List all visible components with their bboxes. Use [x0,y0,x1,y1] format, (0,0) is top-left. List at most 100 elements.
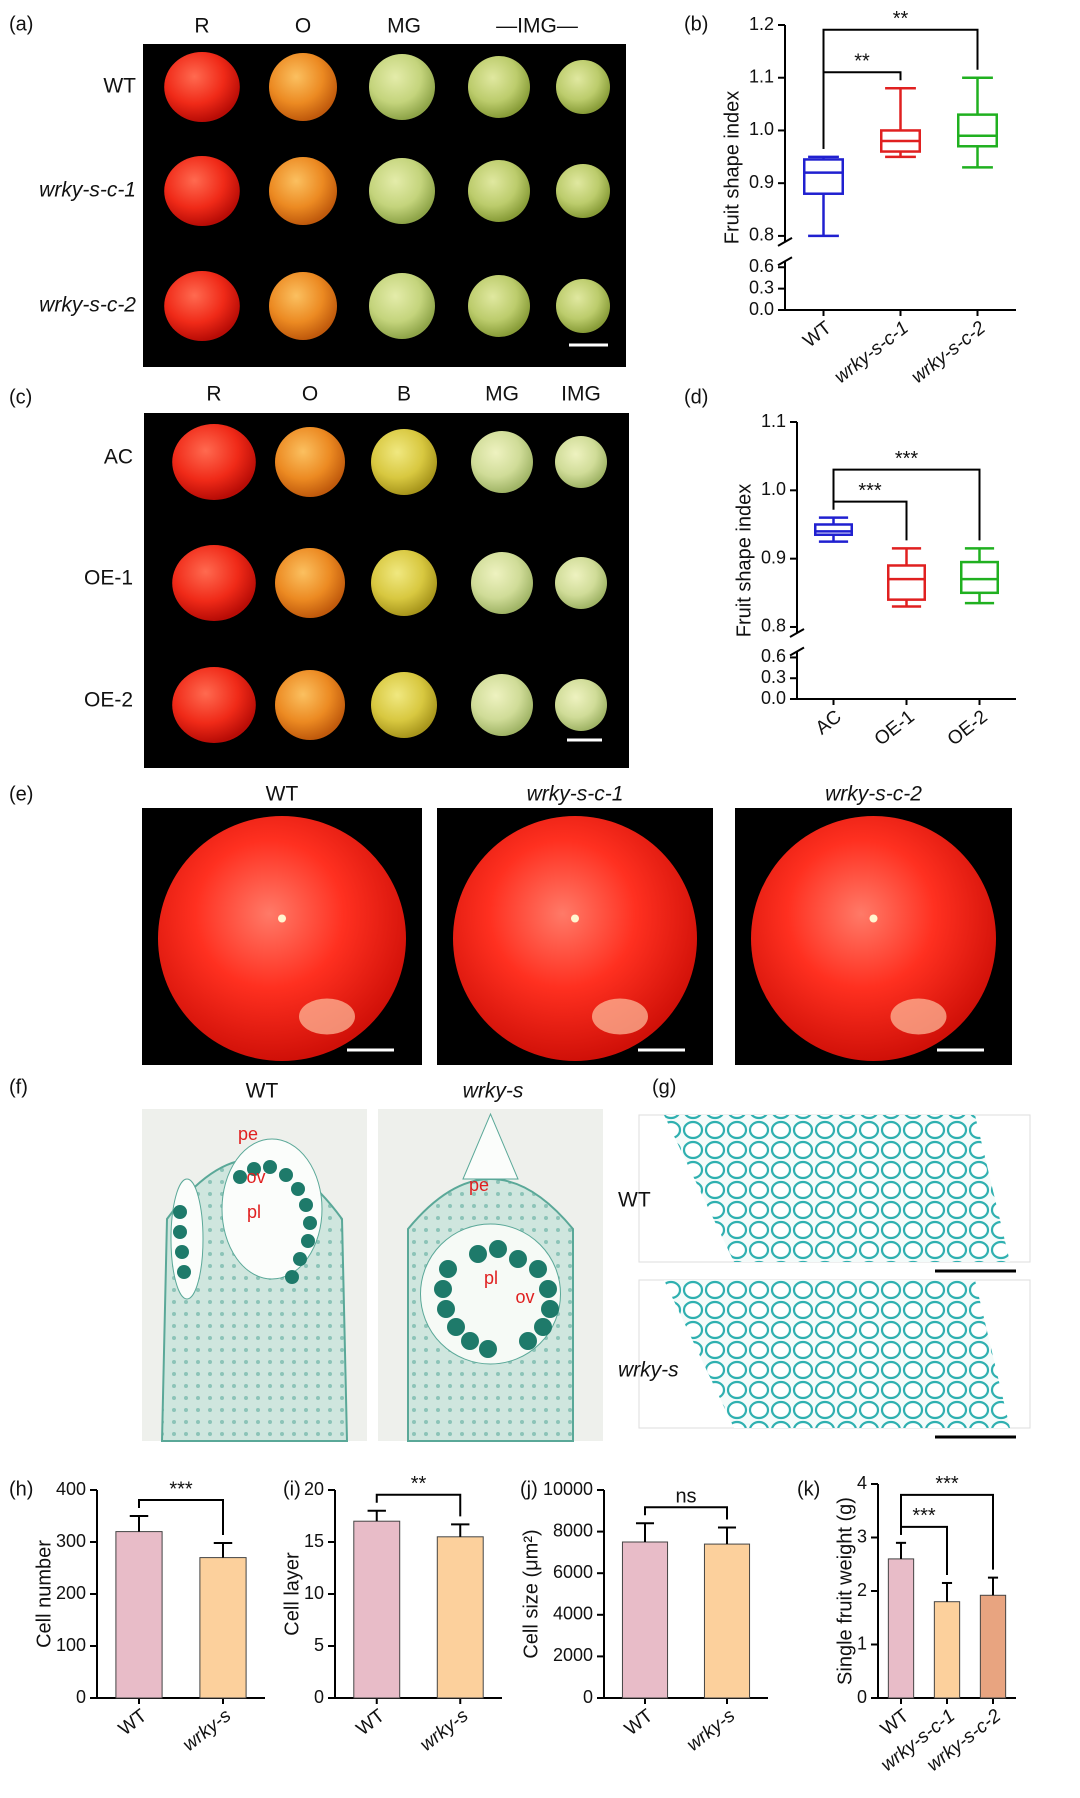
y-tick-label: 2 [857,1580,867,1600]
fruit [172,667,256,743]
column-label: wrky-s-c-1 [527,783,624,806]
row-label: wrky-s-c-1 [39,179,136,202]
y-tick-label: 400 [56,1479,86,1499]
stem-scar [869,914,878,923]
fruit [371,550,437,616]
ovule [299,1198,313,1212]
panel-label: (i) [283,1478,301,1500]
tissue-label: pe [238,1124,258,1144]
style [462,1112,519,1180]
fruit [556,164,610,218]
column-label: R [194,15,209,38]
y-tick-label: 10 [304,1583,324,1603]
panel-label: (e) [9,783,33,805]
y-tick-label: 0 [583,1687,593,1707]
x-tick-label: WT [115,1705,152,1740]
panel-label: (f) [9,1076,28,1098]
fruit [468,160,530,222]
fruit [275,548,345,618]
significance-label: *** [169,1478,193,1500]
ovule [177,1265,191,1279]
fruit [269,272,337,340]
y-tick-label: 0.9 [761,547,786,567]
highlight [299,998,355,1035]
ovule [173,1225,187,1239]
fruit [555,436,607,488]
y-tick-label: 1.0 [761,479,786,499]
column-label: WT [246,1080,279,1103]
row-label: wrky-s [618,1359,679,1382]
bar [703,1543,751,1699]
fruit [751,816,996,1061]
y-tick-label: 100 [56,1635,86,1655]
x-tick-label: wrky-s [416,1705,473,1756]
significance-label: ** [411,1473,427,1495]
y-tick-label: 5 [314,1635,324,1655]
ovule [437,1300,455,1318]
y-tick-label: 0.8 [761,616,786,636]
ovule [173,1205,187,1219]
y-tick-label: 0.3 [761,667,786,687]
box [814,523,853,536]
tissue-label: pe [469,1175,489,1195]
fruit [369,54,435,120]
stem-scar [278,914,286,923]
highlight [890,998,947,1035]
row-label: OE-1 [84,567,133,590]
significance-bracket [375,1493,462,1517]
bar [979,1594,1007,1699]
significance-bracket [832,468,981,541]
bar [353,1520,401,1699]
y-axis-label: Fruit shape index [721,91,743,244]
y-tick-label: 0 [857,1687,867,1707]
significance-label: ns [675,1486,696,1508]
tissue-label: pl [247,1202,261,1222]
panel-label: (h) [9,1478,33,1500]
fruit [172,545,256,621]
panel-label: (a) [9,13,33,35]
ovule [479,1340,497,1358]
ovule [293,1252,307,1266]
significance-label: *** [935,1473,959,1495]
x-tick-label: wrky-s [179,1705,236,1756]
y-tick-label: 3 [857,1526,867,1546]
y-tick-label: 300 [56,1531,86,1551]
row-label: OE-2 [84,689,133,712]
fruit [269,53,337,121]
ovule [469,1245,487,1263]
significance-label: *** [895,448,919,470]
y-axis-label: Cell layer [281,1552,303,1636]
fruit [556,60,610,114]
row-label: WT [618,1189,651,1212]
y-axis-label: Cell size (μm²) [520,1529,542,1658]
box [957,113,998,148]
x-tick-label: wrky-s-c-1 [831,317,913,387]
ovule [509,1250,527,1268]
locule [170,1178,204,1300]
column-label: —IMG— [496,15,578,38]
ovule [434,1280,452,1298]
x-tick-label: OE-2 [944,706,992,750]
y-tick-label: 1.1 [749,66,774,86]
bar [436,1536,484,1699]
axis-break [789,646,805,657]
y-tick-label: 1 [857,1633,867,1653]
y-tick-label: 10000 [543,1479,593,1499]
bar [199,1557,247,1699]
fruit [453,816,697,1061]
locule [221,1138,323,1280]
tissue [664,1115,1010,1262]
y-tick-label: 4000 [553,1604,593,1624]
fruit [369,158,435,224]
y-tick-label: 6000 [553,1562,593,1582]
column-label: O [302,383,318,406]
ovule [247,1162,261,1176]
ovule [447,1318,465,1336]
box [960,560,999,595]
ovule [529,1260,547,1278]
ovule [489,1240,507,1258]
row-label: AC [104,446,133,469]
y-tick-label: 0.8 [749,225,774,245]
column-label: MG [387,15,421,38]
x-tick-label: wrky-s [683,1705,740,1756]
